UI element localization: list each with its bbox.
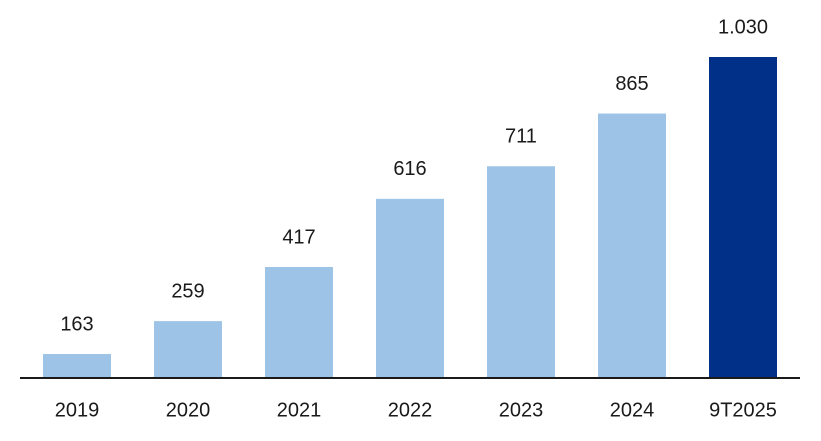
bar bbox=[709, 57, 777, 378]
bar bbox=[376, 198, 444, 378]
value-label: 865 bbox=[615, 73, 648, 95]
value-label: 417 bbox=[282, 226, 315, 248]
value-label: 616 bbox=[393, 158, 426, 180]
bar bbox=[43, 354, 111, 378]
x-tick-label: 2019 bbox=[55, 399, 100, 421]
x-tick-label: 2022 bbox=[388, 399, 433, 421]
bar bbox=[154, 321, 222, 378]
value-label: 259 bbox=[171, 280, 204, 302]
bar bbox=[598, 113, 666, 378]
x-tick-label: 9T2025 bbox=[709, 399, 777, 421]
x-tick-label: 2024 bbox=[610, 399, 655, 421]
x-tick-label: 2023 bbox=[499, 399, 544, 421]
value-label: 711 bbox=[505, 126, 537, 148]
bar bbox=[265, 267, 333, 378]
value-label: 163 bbox=[60, 313, 93, 335]
value-label: 1.030 bbox=[718, 16, 768, 38]
x-tick-label: 2020 bbox=[166, 399, 211, 421]
x-tick-label: 2021 bbox=[277, 399, 322, 421]
bar bbox=[487, 166, 555, 378]
